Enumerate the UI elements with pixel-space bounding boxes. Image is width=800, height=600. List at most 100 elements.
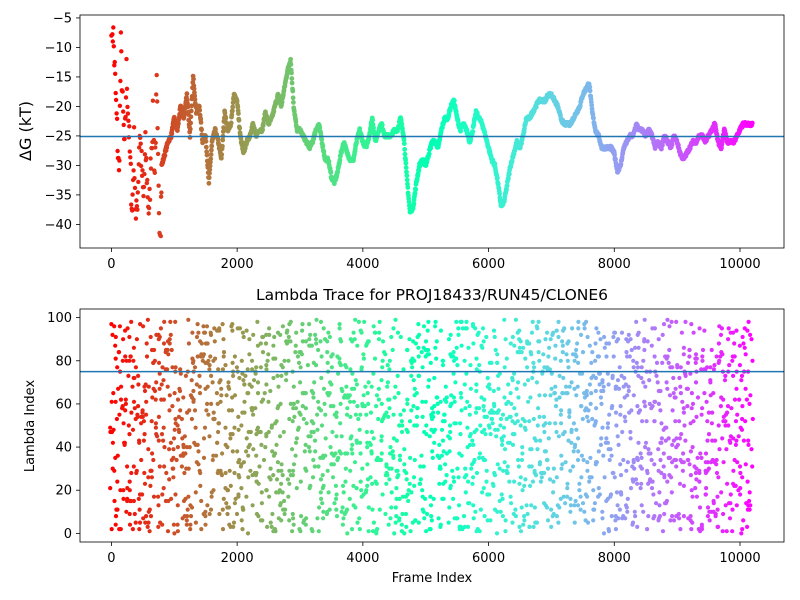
data-point: [117, 324, 122, 329]
data-point: [568, 468, 573, 473]
data-point: [596, 486, 601, 491]
top-x-tick-label: 4000: [346, 257, 379, 272]
data-point: [409, 373, 414, 378]
data-point: [246, 475, 251, 480]
data-point: [559, 408, 564, 413]
data-point: [725, 410, 730, 415]
data-point: [578, 494, 583, 499]
data-point: [623, 419, 628, 424]
data-point: [412, 457, 417, 463]
data-point: [345, 451, 350, 456]
data-point: [258, 341, 263, 346]
data-point: [513, 507, 518, 512]
data-point: [625, 496, 630, 501]
data-point: [158, 233, 163, 239]
data-point: [482, 129, 488, 135]
data-point: [408, 529, 413, 534]
data-point: [712, 363, 717, 368]
data-point: [745, 524, 750, 530]
data-point: [148, 166, 154, 171]
data-point: [549, 507, 554, 512]
data-point: [131, 168, 136, 173]
data-point: [441, 496, 446, 501]
data-point: [698, 529, 703, 534]
data-point: [319, 137, 325, 143]
data-point: [207, 511, 212, 517]
data-point: [336, 371, 341, 376]
data-point: [577, 481, 582, 486]
data-point: [134, 198, 139, 203]
data-point: [346, 395, 351, 400]
data-point: [135, 207, 140, 212]
data-point: [149, 146, 155, 151]
data-point: [355, 343, 360, 348]
data-point: [462, 358, 467, 363]
data-point: [531, 360, 536, 365]
data-point: [631, 365, 636, 370]
data-point: [282, 511, 287, 517]
data-point: [321, 483, 326, 488]
data-point: [588, 401, 593, 406]
data-point: [359, 330, 364, 335]
data-point: [520, 445, 525, 450]
data-point: [510, 334, 515, 340]
data-point: [576, 360, 581, 365]
data-point: [374, 393, 380, 398]
data-point: [203, 138, 209, 144]
data-point: [681, 345, 687, 350]
data-point: [439, 427, 445, 432]
data-point: [405, 185, 411, 190]
data-point: [743, 352, 748, 357]
data-point: [279, 373, 284, 378]
data-point: [582, 509, 587, 514]
data-point: [172, 531, 177, 536]
data-point: [121, 122, 126, 128]
data-point: [144, 155, 149, 161]
data-point: [195, 354, 200, 359]
data-point: [122, 136, 127, 142]
data-point: [592, 501, 598, 506]
data-point: [465, 399, 470, 404]
data-point: [185, 104, 191, 110]
data-point: [681, 451, 686, 456]
data-point: [714, 470, 720, 476]
data-point: [308, 483, 313, 488]
data-point: [394, 486, 399, 491]
data-point: [232, 354, 237, 359]
data-point: [654, 360, 660, 365]
data-point: [132, 375, 137, 381]
data-point: [146, 520, 151, 525]
data-point: [389, 334, 394, 340]
data-point: [478, 423, 483, 428]
data-point: [115, 453, 120, 458]
data-point: [403, 160, 409, 166]
data-point: [358, 412, 363, 417]
data-point: [491, 328, 497, 333]
data-point: [634, 360, 639, 365]
data-point: [609, 453, 614, 458]
data-point: [249, 384, 254, 389]
data-point: [444, 399, 449, 404]
data-point: [241, 334, 246, 340]
data-point: [268, 466, 273, 471]
data-point: [351, 330, 356, 335]
data-point: [458, 128, 463, 134]
data-point: [495, 352, 500, 357]
top-y-tick-label: −25: [45, 129, 72, 144]
data-point: [185, 514, 190, 519]
data-point: [477, 406, 482, 411]
data-point: [133, 216, 139, 221]
data-point: [737, 397, 742, 402]
data-point: [169, 347, 174, 353]
data-point: [658, 388, 663, 394]
data-point: [155, 151, 161, 157]
data-point: [643, 440, 649, 445]
data-point: [569, 380, 574, 385]
top-y-tick-label: −40: [45, 218, 72, 233]
data-point: [113, 90, 118, 96]
data-point: [321, 509, 326, 514]
data-point: [349, 447, 354, 452]
data-point: [502, 460, 507, 465]
data-point: [548, 337, 553, 342]
data-point: [556, 334, 561, 340]
